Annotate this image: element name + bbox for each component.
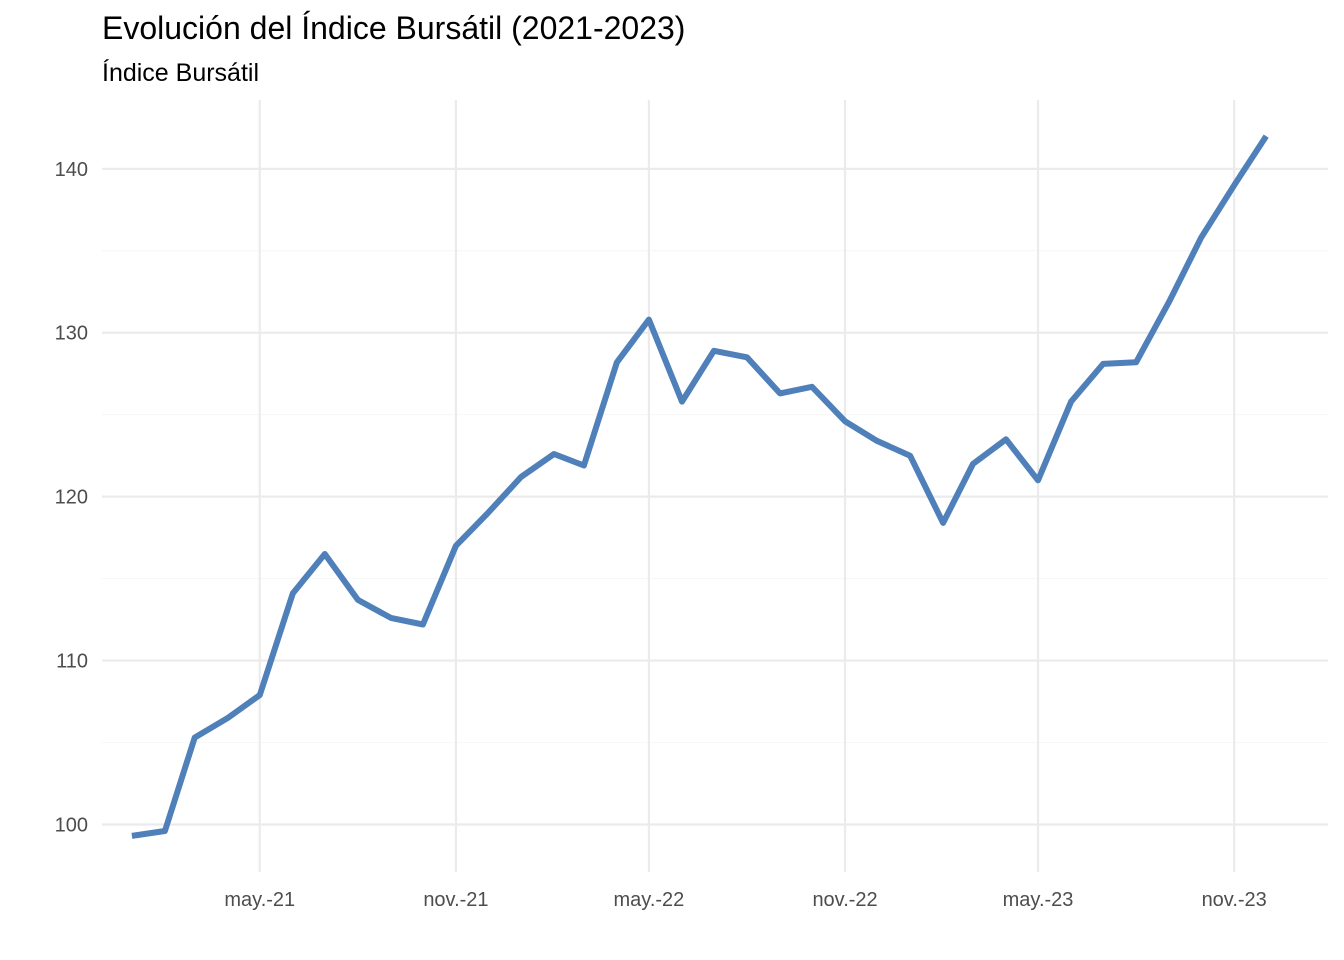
x-tick-labels: may.-21 nov.-21 may.-22 nov.-22 may.-23 nov.-… <box>224 889 1266 911</box>
x-tick-label: nov.-21 <box>423 889 488 911</box>
x-gridlines <box>258 100 1236 872</box>
chart-subtitle: Índice Bursátil <box>102 59 260 87</box>
x-tick-label: nov.-23 <box>1202 889 1267 911</box>
x-tick-label: may.-23 <box>1003 889 1074 911</box>
y-tick-label: 100 <box>55 814 88 836</box>
x-tick-label: may.-21 <box>224 889 295 911</box>
chart-title: Evolución del Índice Bursátil (2021-2023… <box>102 10 686 46</box>
y-gridlines <box>102 167 1328 826</box>
y-tick-label: 120 <box>55 487 88 509</box>
series-line <box>131 134 1269 839</box>
series-layer <box>131 134 1269 839</box>
y-tick-label: 140 <box>55 159 88 181</box>
x-tick-label: nov.-22 <box>812 889 877 911</box>
y-tick-label: 130 <box>55 323 88 345</box>
x-tick-label: may.-22 <box>614 889 685 911</box>
y-tick-label: 110 <box>56 651 88 673</box>
y-tick-labels: 100 110 120 130 140 <box>55 159 88 837</box>
